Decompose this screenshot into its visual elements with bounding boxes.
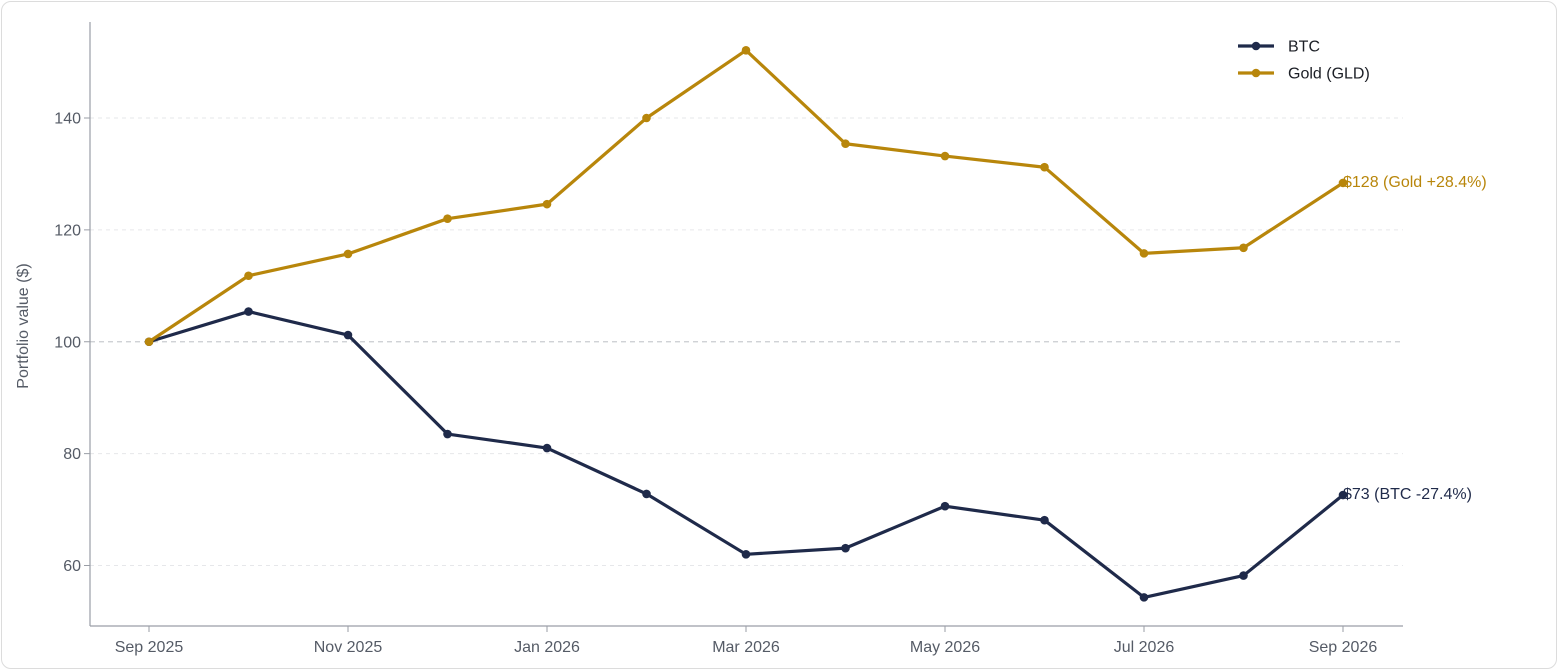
x-tick-label: Sep 2026 (1309, 639, 1378, 656)
data-point (1139, 593, 1149, 602)
data-point (841, 543, 850, 553)
data-point (1040, 515, 1049, 525)
data-point (343, 330, 353, 340)
legend-swatch-marker (1251, 41, 1261, 51)
legend-label: BTC (1288, 39, 1320, 56)
data-point (244, 271, 253, 281)
data-point (642, 113, 651, 123)
legend-label: Gold (GLD) (1288, 66, 1370, 83)
data-point (1239, 571, 1248, 580)
series-group: $73 (BTC -27.4%) $128 (Gold +28.4%) (144, 46, 1487, 602)
y-tick-label: 60 (63, 558, 81, 575)
x-tick-label: Jul 2026 (1114, 639, 1175, 656)
series-line (147, 48, 1345, 344)
data-point (443, 214, 452, 223)
x-tick-label: Nov 2025 (314, 639, 383, 656)
data-point (841, 139, 850, 149)
end-label: $128 (Gold +28.4%) (1343, 174, 1487, 191)
data-point (542, 199, 552, 209)
data-point (1040, 162, 1049, 172)
x-tick-label: May 2026 (910, 639, 980, 656)
x-axis-ticks: Sep 2025 Nov 2025 Jan 2026 Mar 2026 May 2026… (115, 626, 1378, 656)
data-point (741, 550, 751, 559)
data-point (1338, 178, 1348, 188)
y-tick-label: 140 (54, 111, 81, 128)
data-point (940, 151, 950, 161)
y-axis-ticks: 60 80 100 120 140 (54, 111, 90, 575)
x-tick-label: Mar 2026 (712, 639, 780, 656)
data-point (443, 429, 452, 439)
data-point (940, 501, 950, 511)
y-tick-label: 100 (54, 334, 81, 351)
data-point (1139, 249, 1149, 258)
data-point (542, 443, 552, 453)
data-point (1338, 490, 1348, 500)
data-point (343, 249, 353, 259)
legend: BTC Gold (GLD) (1238, 39, 1370, 83)
legend-swatch-marker (1251, 68, 1261, 78)
data-point (144, 337, 154, 347)
y-tick-label: 80 (63, 446, 81, 463)
x-tick-label: Sep 2025 (115, 639, 184, 656)
data-point (741, 46, 751, 55)
grid-lines (90, 117, 1403, 566)
data-point (1239, 243, 1248, 253)
y-tick-label: 120 (54, 222, 81, 239)
end-label: $73 (BTC -27.4%) (1343, 486, 1472, 503)
data-point (642, 489, 651, 499)
y-axis-label: Portfolio value ($) (15, 263, 32, 388)
x-tick-label: Jan 2026 (514, 639, 580, 656)
data-point (244, 307, 253, 316)
axes (89, 22, 1403, 627)
